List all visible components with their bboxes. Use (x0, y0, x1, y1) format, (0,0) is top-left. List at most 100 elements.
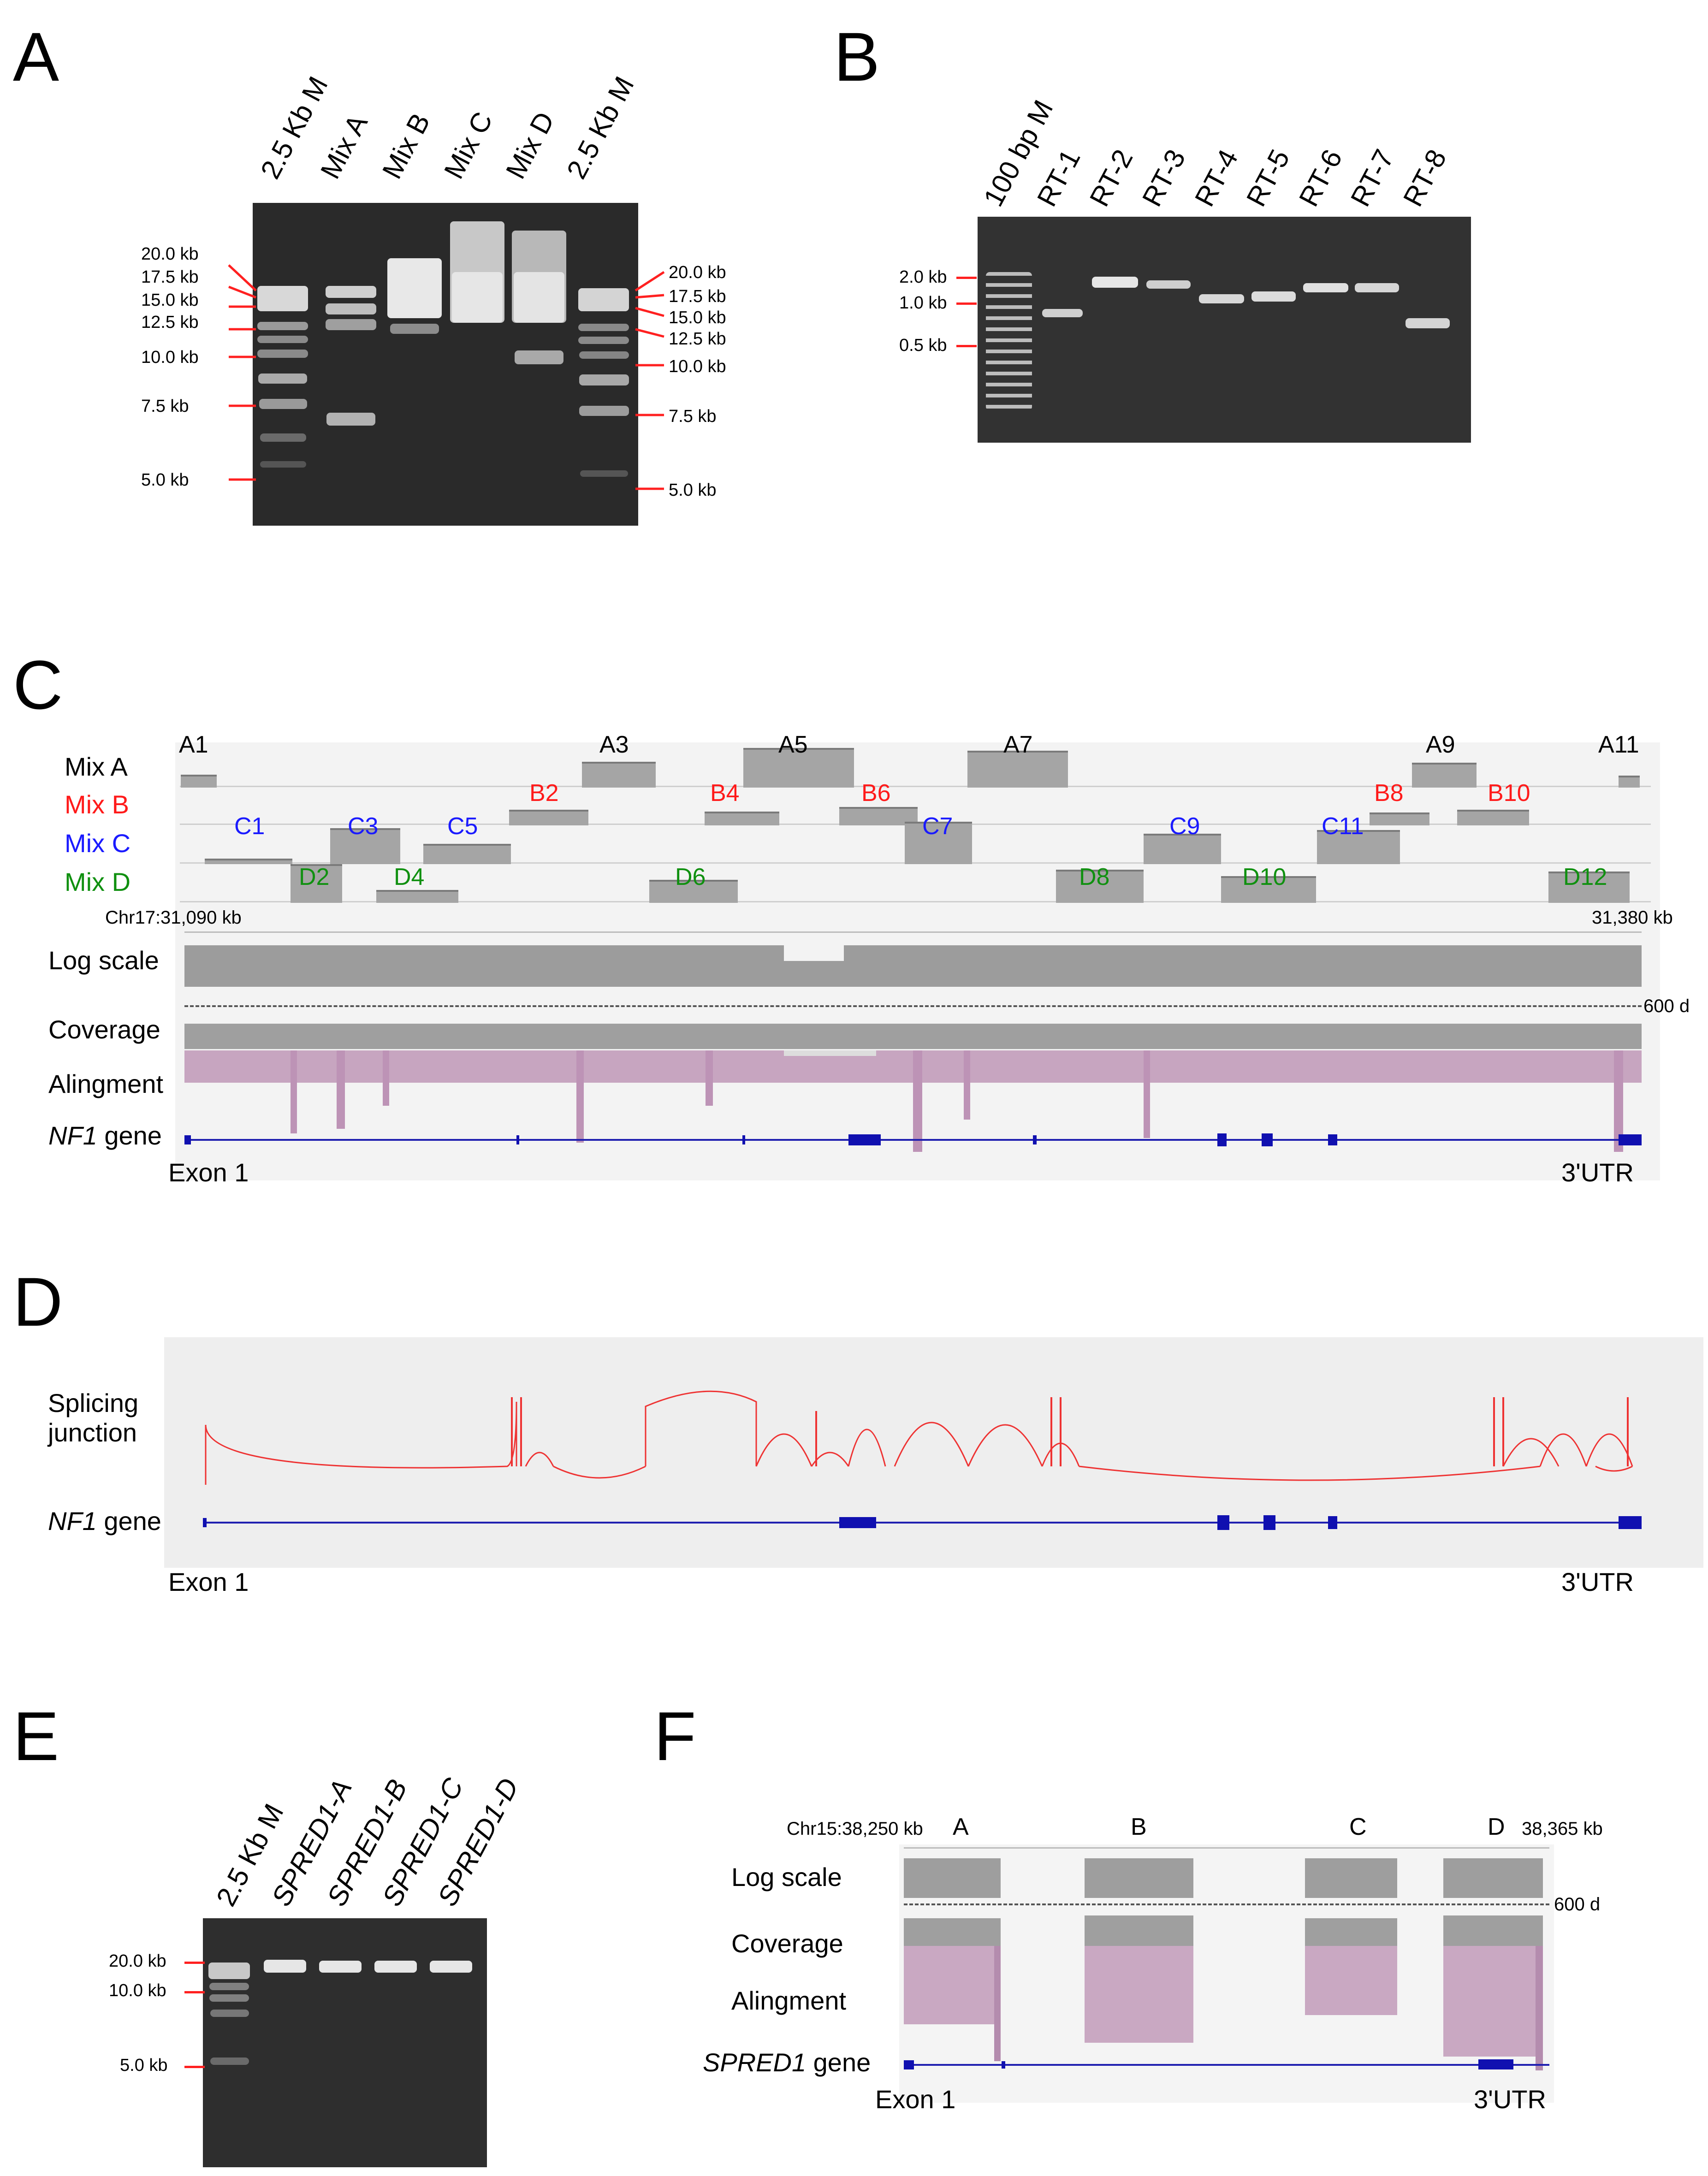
gel-band (264, 1960, 306, 1973)
track-row-line (180, 786, 1651, 787)
amplicon-label: B2 (529, 780, 559, 806)
gel-band (430, 1961, 472, 1973)
gel-band (390, 324, 439, 334)
gel-band (208, 1963, 250, 1979)
exon (1217, 1133, 1227, 1146)
exon (839, 1517, 876, 1528)
amplicon-label: C1 (234, 813, 265, 840)
depth-separator (184, 1005, 1642, 1007)
amplicon-block (1457, 810, 1529, 825)
size-label-right: 10.0 kb (669, 357, 726, 376)
size-label-e: 5.0 kb (120, 2056, 168, 2075)
exon (203, 1518, 207, 1527)
gel-band (514, 272, 564, 323)
amplicon-label: D8 (1079, 864, 1110, 890)
depth-label-f: 600 d (1554, 1894, 1601, 1915)
amplicon-label: A3 (599, 731, 629, 758)
gel-band (579, 406, 629, 416)
gel-band (515, 350, 563, 364)
coord-end-f: 38,365 kb (1522, 1819, 1603, 1839)
size-label-left: 15.0 kb (141, 291, 199, 310)
gel-band (257, 322, 308, 330)
amplicon-label: B4 (710, 780, 740, 806)
exon (516, 1135, 519, 1144)
amplicon-block (1619, 776, 1640, 788)
size-label-b: 1.0 kb (899, 293, 947, 313)
amplicon-label: C3 (348, 813, 379, 840)
utr-label-f: 3'UTR (1474, 2085, 1546, 2114)
amplicon-block (1412, 763, 1477, 788)
gel-band (319, 1961, 362, 1973)
gel-band (374, 1961, 417, 1973)
exon (1002, 2061, 1005, 2069)
exon (184, 1135, 191, 1144)
depth-separator-f (904, 1903, 1549, 1905)
gel-band (259, 399, 307, 409)
ruler-line (184, 931, 1642, 933)
amplicon-block (582, 762, 656, 788)
gel-band (387, 258, 442, 318)
log-scale-gap (784, 941, 844, 961)
marker-tick (184, 2066, 205, 2068)
gene-model-line (203, 1522, 1642, 1524)
size-label-b: 0.5 kb (899, 336, 947, 355)
exon (1619, 1134, 1642, 1145)
amplicon-block (1221, 876, 1316, 903)
gel-band (578, 337, 629, 344)
amplicon-label: C9 (1169, 813, 1200, 840)
log-scale-track (184, 941, 1642, 987)
exon (1263, 1515, 1275, 1530)
gel-band (1146, 280, 1191, 289)
gel-band (210, 2057, 249, 2065)
segment-label: A (953, 1814, 969, 1840)
size-label-right: 15.0 kb (669, 308, 726, 327)
size-label-right: 5.0 kb (669, 480, 717, 500)
size-label-e: 10.0 kb (109, 1981, 166, 2000)
track-label-coverage-f: Coverage (731, 1929, 843, 1958)
amplicon-label: D6 (675, 864, 706, 890)
panel-letter-c: C (13, 646, 63, 723)
gene-name: NF1 (48, 1121, 97, 1150)
gel-band (1355, 283, 1399, 292)
exon1-label-f: Exon 1 (875, 2085, 956, 2114)
panel-letter-e: E (13, 1697, 59, 1775)
ruler-line (904, 1847, 1549, 1849)
gel-band (326, 319, 376, 330)
gel-band (1251, 291, 1296, 302)
gel-band (579, 374, 629, 385)
gel-band (257, 336, 308, 343)
amplicon-label: B6 (861, 780, 891, 806)
genome-browser-d (164, 1337, 1703, 1568)
log-scale-track-f (904, 1858, 1543, 1898)
coord-start: Chr17:31,090 kb (105, 907, 242, 928)
gel-band (578, 324, 629, 331)
utr-label: 3'UTR (1561, 1158, 1634, 1187)
size-label-right: 7.5 kb (669, 407, 717, 426)
gel-band (257, 286, 308, 311)
amplicon-label: B8 (1374, 780, 1404, 806)
gene-name-d: NF1 (48, 1506, 97, 1536)
gel-image-b (978, 217, 1471, 443)
amplicon-label: A11 (1598, 731, 1639, 758)
exon1-label-d: Exon 1 (168, 1567, 249, 1596)
gene-suffix-f: gene (806, 2048, 871, 2077)
segment-label: D (1488, 1814, 1505, 1840)
amplicon-label: A7 (1003, 731, 1033, 758)
gel-band (986, 272, 1032, 410)
mix-label-d: Mix D (65, 867, 131, 896)
track-row-line (180, 901, 1651, 902)
coord-start-f: Chr15:38,250 kb (787, 1819, 923, 1839)
gel-band (258, 374, 307, 384)
gel-image-a (253, 203, 638, 526)
exon (1619, 1516, 1642, 1529)
amplicon-label: D12 (1563, 864, 1607, 890)
track-label-gene: NF1 gene (48, 1121, 162, 1150)
amplicon-block (839, 807, 918, 825)
gel-band (580, 470, 628, 477)
exon (904, 2060, 914, 2069)
exon (848, 1134, 881, 1145)
amplicon-block (1370, 812, 1429, 825)
gel-band (1303, 283, 1348, 292)
amplicon-label: A1 (179, 731, 208, 758)
coverage-alignment-track (184, 1024, 1642, 1152)
